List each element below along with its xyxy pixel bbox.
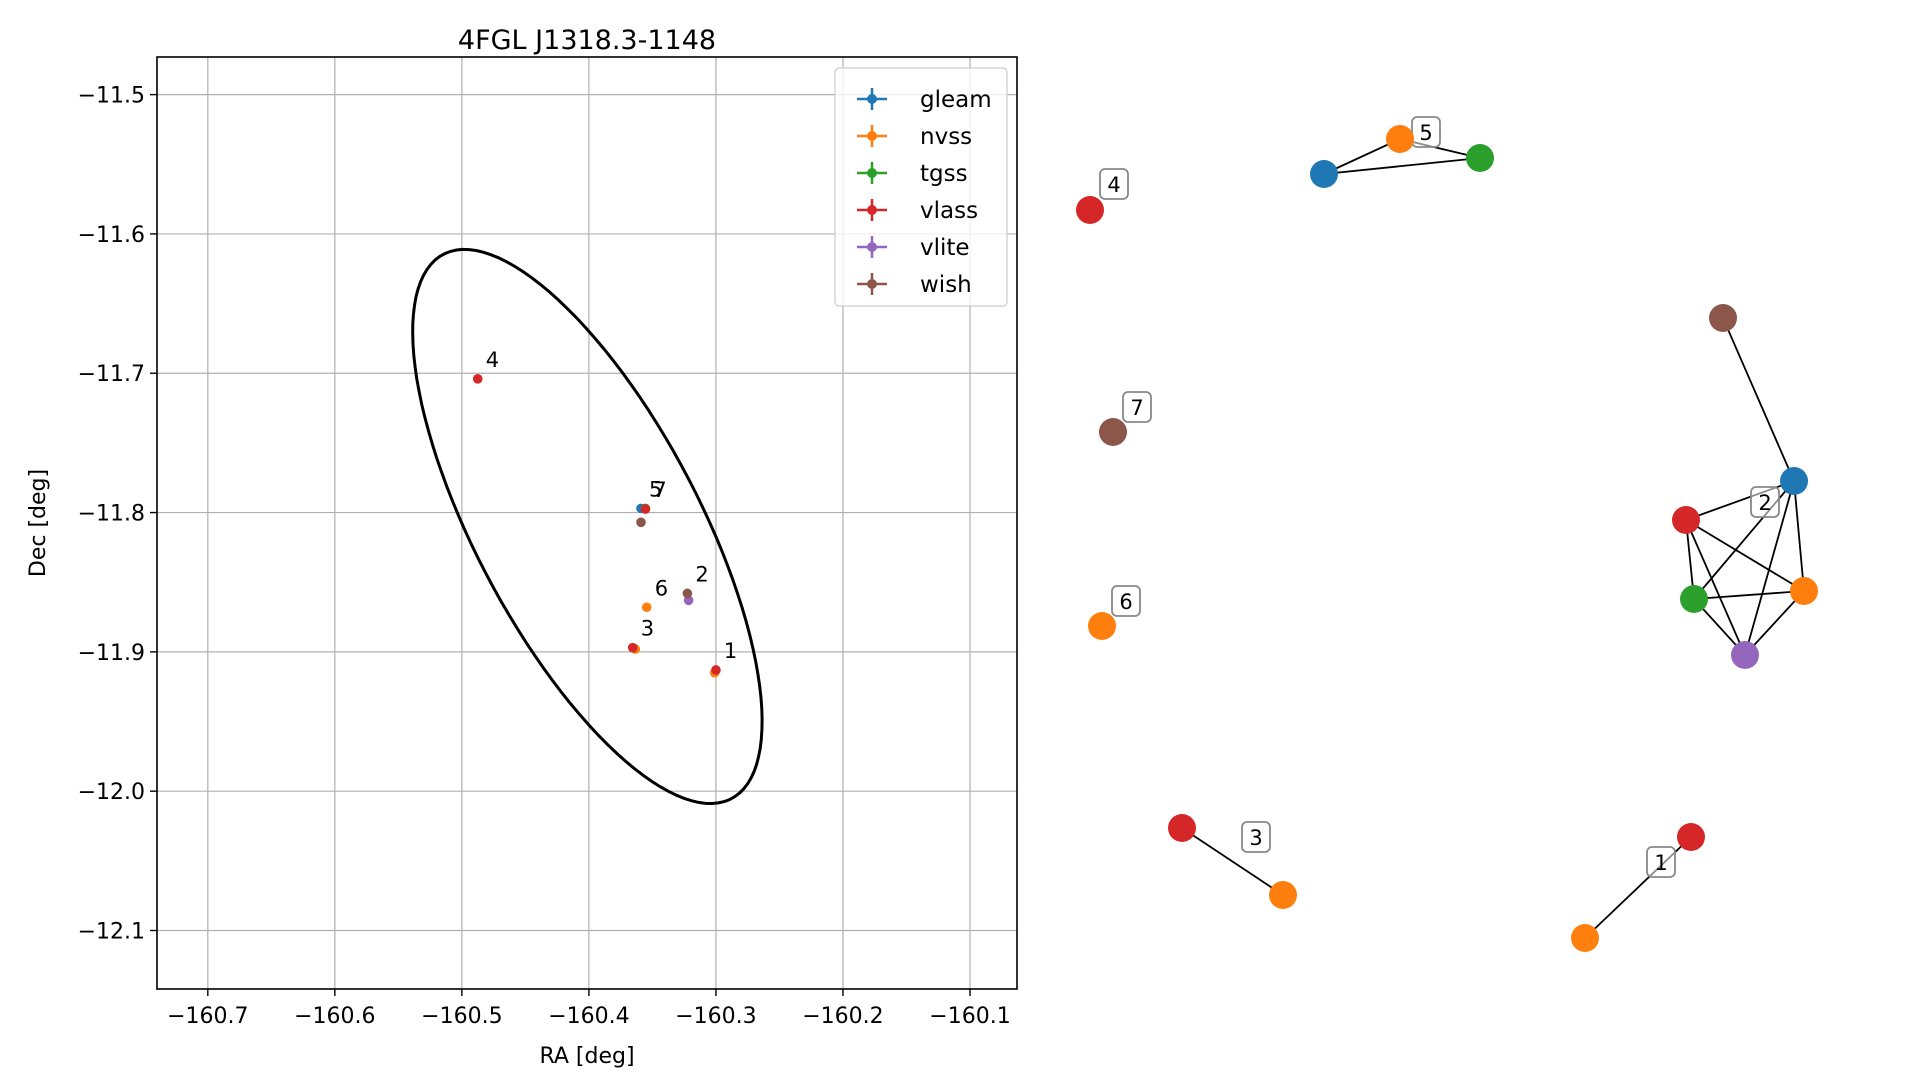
y-tick-label: −11.7 — [78, 362, 145, 387]
network-edges — [1181, 138, 1805, 939]
network-node-tgss — [1680, 585, 1708, 613]
network-group-label: 7 — [1130, 396, 1143, 420]
error-ellipse-layer — [411, 247, 764, 806]
network-edge — [1685, 519, 1746, 656]
data-point-wish — [682, 588, 693, 599]
source-label: 4 — [486, 348, 499, 372]
data-point-vlass — [472, 374, 483, 384]
network-edge — [1722, 317, 1795, 482]
network-group-labels: 1 2 3 4 5 6 7 — [1099, 116, 1780, 878]
network-node-vlass — [1672, 506, 1700, 534]
data-point-vlass — [627, 642, 638, 653]
network-group-label: 1 — [1654, 851, 1667, 875]
legend-label-nvss: nvss — [920, 124, 972, 150]
x-tick-label: −160.2 — [802, 1004, 883, 1029]
legend-marker-nvss — [867, 131, 877, 141]
chart-title: 4FGL J1318.3-1148 — [458, 25, 716, 56]
source-label: 3 — [641, 617, 654, 641]
legend-marker-vlite — [867, 242, 877, 252]
network-group-label-box — [1750, 486, 1780, 518]
x-tick-label: −160.7 — [167, 1004, 248, 1029]
legend-marker-gleam — [867, 94, 877, 104]
legend-label-tgss: tgss — [920, 161, 968, 187]
network-node-nvss — [1571, 924, 1599, 952]
network-node-gleam — [1310, 160, 1338, 188]
network-group-label: 2 — [1758, 491, 1771, 515]
network-group-label: 3 — [1249, 826, 1262, 850]
source-label: 5 — [649, 477, 662, 501]
network-group-label-box — [1241, 821, 1271, 853]
network-node-wish — [1709, 304, 1737, 332]
network-group-label: 6 — [1119, 590, 1132, 614]
x-tick-label: −160.6 — [294, 1004, 375, 1029]
legend-marker-tgss — [867, 168, 877, 178]
network-group-label-box — [1099, 168, 1129, 200]
data-point-wish — [636, 517, 646, 528]
legend-label-vlass: vlass — [920, 198, 978, 224]
network-edge — [1793, 480, 1805, 592]
network-node-vlass — [1076, 196, 1104, 224]
network-group-label: 5 — [1419, 121, 1432, 145]
network-node-nvss — [1386, 125, 1414, 153]
legend: gleam nvss tgss vlass vlite wish — [834, 67, 1008, 307]
network-node-wish — [1099, 418, 1127, 446]
network-node-nvss — [1269, 881, 1297, 909]
data-points — [472, 374, 721, 678]
y-tick-label: −11.9 — [78, 641, 145, 666]
y-tick-label: −11.6 — [78, 223, 145, 248]
network-edge — [1323, 157, 1481, 175]
y-tick-label: −11.8 — [78, 502, 145, 527]
network-edge — [1693, 590, 1805, 600]
y-tick-label: −11.5 — [78, 84, 145, 109]
network-edge — [1744, 480, 1795, 656]
network-edge — [1181, 827, 1284, 896]
x-tick-label: −160.5 — [421, 1004, 502, 1029]
plot-frame — [156, 56, 1018, 990]
error-ellipse — [411, 247, 764, 806]
network-node-vlite — [1731, 641, 1759, 669]
legend-label-gleam: gleam — [920, 87, 992, 113]
source-label: 2 — [695, 562, 708, 586]
y-axis-label: Dec [deg] — [26, 469, 51, 577]
legend-label-vlite: vlite — [920, 235, 970, 261]
legend-marker-wish — [867, 279, 877, 289]
network-edge — [1685, 519, 1805, 592]
x-tick-label: −160.4 — [548, 1004, 629, 1029]
x-tick-label: −160.3 — [675, 1004, 756, 1029]
source-label: 6 — [655, 576, 668, 600]
source-label: 1 — [724, 639, 737, 663]
data-point-vlass — [640, 504, 651, 514]
x-axis-ticks: −160.7 −160.6 −160.5 −160.4 −160.3 −160.2 −160… — [167, 989, 1011, 1029]
x-tick-label: −160.1 — [929, 1004, 1010, 1029]
network-node-tgss — [1466, 144, 1494, 172]
network-node-gleam — [1780, 467, 1808, 495]
y-axis-ticks: −11.5 −11.6 −11.7 −11.8 −11.9 −12.0 −12.1 — [78, 84, 157, 944]
data-point-vlass — [711, 665, 721, 675]
network-group-label: 4 — [1107, 173, 1120, 197]
network-group-label-box — [1646, 846, 1676, 878]
network-group-label-box — [1122, 391, 1152, 423]
network-node-nvss — [1790, 577, 1818, 605]
x-axis-label: RA [deg] — [539, 1044, 634, 1069]
legend-marker-vlass — [867, 205, 877, 215]
source-labels: 1 2 3 4 5 6 7 — [486, 348, 738, 663]
data-point-nvss — [641, 602, 652, 613]
legend-label-wish: wish — [920, 272, 972, 298]
y-tick-label: −12.0 — [78, 780, 145, 805]
network-node-vlass — [1168, 814, 1196, 842]
y-tick-label: −12.1 — [78, 919, 145, 944]
network-node-vlass — [1677, 823, 1705, 851]
network-panel: 1 2 3 4 5 6 7 — [1076, 116, 1818, 952]
network-node-nvss — [1088, 612, 1116, 640]
source-label: 7 — [653, 478, 666, 502]
network-nodes — [1076, 125, 1818, 952]
network-group-label-box — [1111, 585, 1141, 617]
network-edge — [1744, 590, 1805, 656]
